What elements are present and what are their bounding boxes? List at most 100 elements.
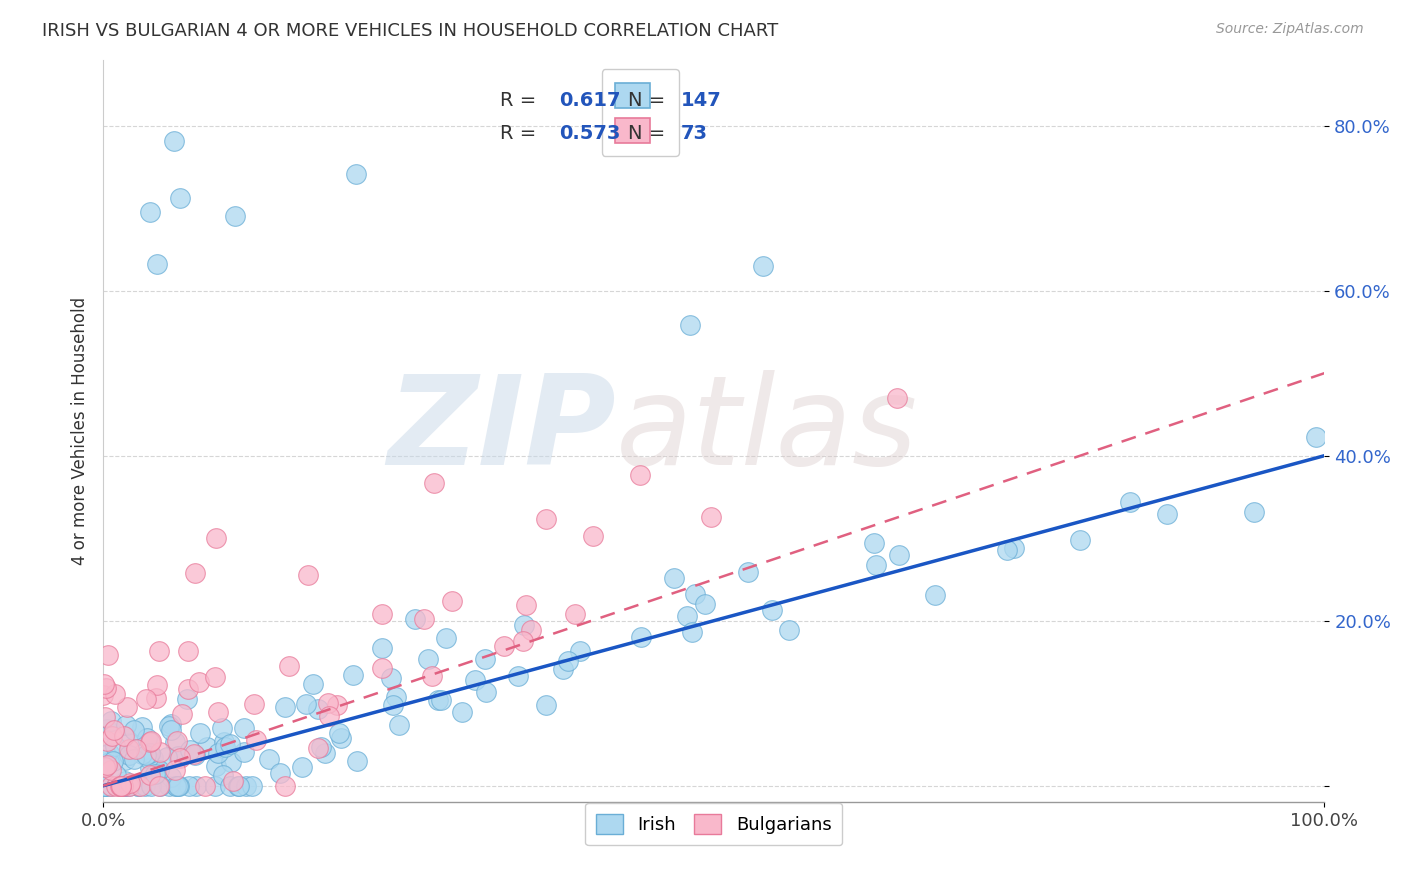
Point [204,779,226,793]
Point [430,693,453,707]
Point [475,685,498,699]
Point [995,543,1018,558]
Text: N =: N = [628,124,672,144]
Point [167,779,190,793]
Point [139,761,162,775]
Point [139,735,162,749]
Point [129,779,152,793]
Point [148,644,170,658]
Point [218,737,240,751]
Point [96,734,118,748]
Point [114,753,136,767]
Point [112,779,135,793]
Point [328,726,350,740]
Point [291,760,314,774]
Point [94,748,117,763]
Point [139,768,162,782]
Point [219,779,242,793]
Point [235,779,257,793]
Point [195,740,218,755]
Point [93,677,115,691]
Point [520,623,543,637]
Point [184,566,207,580]
Point [104,768,127,782]
Point [1156,507,1178,521]
Text: R =: R = [501,124,543,144]
Text: 0.617: 0.617 [558,91,620,110]
Point [183,747,205,762]
Point [112,729,135,743]
Point [207,746,229,760]
Point [413,612,436,626]
Point [114,773,136,788]
Point [169,191,191,205]
Point [145,257,167,271]
Point [112,779,135,793]
Point [675,609,697,624]
Point [865,558,887,573]
Point [131,747,153,762]
Point [177,643,200,657]
Point [274,700,297,714]
Text: N =: N = [628,91,672,110]
Point [156,750,179,764]
Point [226,779,249,793]
Point [166,748,188,763]
Point [91,770,114,784]
Point [628,468,651,483]
Point [492,639,515,653]
Point [515,598,537,612]
Point [695,597,717,611]
Point [114,779,136,793]
Point [166,734,188,748]
Point [420,669,443,683]
Text: 0.573: 0.573 [558,124,620,144]
Point [117,700,139,714]
Point [104,739,127,753]
Point [127,779,149,793]
Point [344,167,367,181]
Point [146,678,169,692]
Point [863,536,886,550]
Point [163,134,186,148]
Point [91,689,114,703]
Point [474,652,496,666]
Point [100,779,122,793]
Point [96,758,118,772]
Point [243,697,266,711]
Point [778,623,800,637]
Point [371,661,394,675]
Point [187,674,209,689]
Point [176,691,198,706]
Point [157,779,180,793]
Text: IRISH VS BULGARIAN 4 OR MORE VEHICLES IN HOUSEHOLD CORRELATION CHART: IRISH VS BULGARIAN 4 OR MORE VEHICLES IN… [42,22,779,40]
Point [886,391,908,405]
Point [318,708,340,723]
Point [139,747,162,762]
Point [752,260,775,274]
Point [512,634,534,648]
Point [316,696,339,710]
Point [165,734,187,748]
Point [142,750,165,764]
Point [118,779,141,793]
Point [138,751,160,765]
Point [145,691,167,706]
Point [111,779,134,793]
Point [342,668,364,682]
Text: R =: R = [501,91,543,110]
Point [630,630,652,644]
Point [233,745,256,759]
Point [97,648,120,662]
Point [118,747,141,762]
Point [138,204,160,219]
Point [105,779,128,793]
Point [159,723,181,738]
Text: 147: 147 [681,91,721,110]
Point [404,611,426,625]
Point [681,624,703,639]
Point [104,686,127,700]
Point [177,681,200,696]
Point [233,722,256,736]
Point [307,740,329,755]
